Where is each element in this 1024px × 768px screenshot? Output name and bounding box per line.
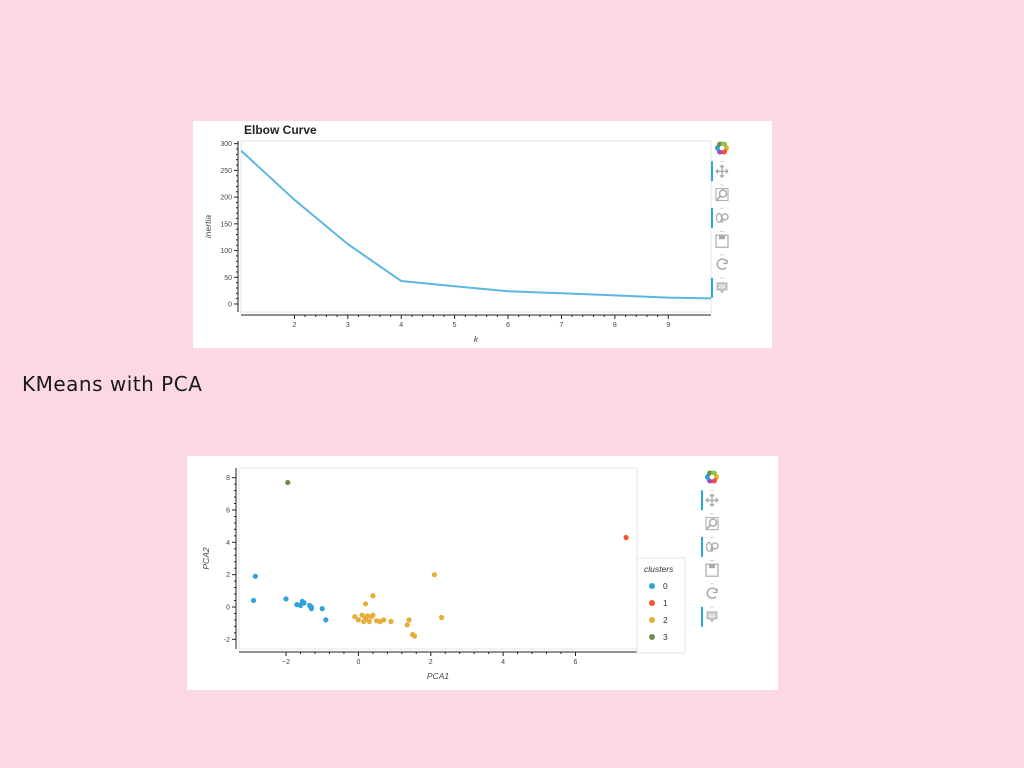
scatter-point-cluster-2[interactable] [404,622,410,628]
scatter-point-cluster-2[interactable] [406,617,412,623]
scatter-point-cluster-0[interactable] [323,617,329,623]
x-tick-label: 2 [429,659,433,666]
box-zoom-icon[interactable] [705,517,719,531]
legend-title: clusters [644,564,674,574]
scatter-point-cluster-0[interactable] [283,596,289,602]
legend: clusters 0 1 2 3 [636,557,686,654]
scatter-point-cluster-2[interactable] [370,593,376,599]
legend-item-2[interactable]: 2 [649,615,668,625]
legend-box [636,557,686,654]
x-tick-label: −2 [282,659,290,666]
y-tick-label: 250 [220,168,232,175]
legend-item-0[interactable]: 0 [649,581,668,591]
y-tick-label: 0 [228,301,232,308]
scatter-point-cluster-2[interactable] [439,614,445,621]
legend-label: 3 [663,632,668,642]
x-tick-label: 6 [506,322,510,329]
scatter-point-cluster-2[interactable] [355,617,361,623]
y-tick-label: 0 [226,604,230,611]
x-tick-label: 5 [453,322,457,329]
scatter-point-cluster-2[interactable] [388,618,394,625]
scatter-point-cluster-3[interactable] [285,479,291,486]
y-axis-label: inertia [203,215,213,238]
scatter-point-cluster-0[interactable] [308,604,314,610]
legend-label: 1 [663,598,668,608]
wheel-zoom-icon[interactable] [705,541,719,553]
legend-swatch [649,583,655,589]
scatter-point-cluster-2[interactable] [411,633,418,639]
plot-frame [240,140,712,313]
scatter-point-cluster-0[interactable] [319,606,325,612]
scatter-point-cluster-0[interactable] [250,597,257,604]
y-tick-label: 150 [220,221,232,228]
bokeh-logo-icon[interactable] [705,470,719,484]
legend-swatch [649,600,655,606]
y-tick-label: 2 [226,572,230,579]
legend-label: 2 [663,615,668,625]
scatter-point-cluster-2[interactable] [363,601,369,607]
slide-heading: KMeans with PCA [22,372,203,396]
legend-swatch [649,634,655,640]
y-tick-label: 6 [226,508,230,515]
legend-item-1[interactable]: 1 [649,598,668,608]
elbow-curve-chart[interactable]: Elbow Curve 0 50 100 150 200 250 300 2 3 4 5 6 7 8 9 k in… [193,121,772,348]
x-axis-label: PCA1 [427,671,449,681]
x-tick-label: 0 [356,659,360,666]
x-tick-label: 9 [666,322,670,329]
x-tick-label: 2 [292,322,296,329]
pca-scatter-panel: -2 0 2 4 6 8 −2 0 2 4 6 PCA1 PCA2 clusters 0 1 2 3 [187,456,778,690]
y-axis-label: PCA2 [201,547,211,569]
x-tick-label: 4 [501,659,505,666]
elbow-curve-panel: Elbow Curve 0 50 100 150 200 250 300 2 3 4 5 6 7 8 9 k in… [193,121,772,348]
scatter-point-cluster-2[interactable] [370,612,376,618]
box-zoom-icon[interactable] [715,188,729,202]
y-tick-label: 50 [224,275,232,282]
x-tick-label: 6 [574,659,578,666]
y-tick-label: -2 [224,637,230,644]
x-axis-label: k [474,334,479,344]
hover-icon[interactable] [706,611,718,623]
legend-label: 0 [663,581,668,591]
wheel-zoom-icon[interactable] [715,212,729,224]
x-tick-label: 4 [399,322,403,329]
pan-icon[interactable] [705,493,719,507]
scatter-point-cluster-2[interactable] [431,572,437,578]
pca-scatter-chart[interactable]: -2 0 2 4 6 8 −2 0 2 4 6 PCA1 PCA2 clusters 0 1 2 3 [187,456,778,690]
bokeh-logo-icon[interactable] [715,141,729,155]
plot-frame [238,467,638,650]
save-icon[interactable] [715,234,729,248]
pan-icon[interactable] [715,164,729,178]
hover-icon[interactable] [716,282,728,294]
legend-swatch [649,617,655,623]
y-tick-label: 4 [226,540,230,547]
x-tick-label: 8 [613,322,617,329]
scatter-point-cluster-2[interactable] [381,617,387,623]
save-icon[interactable] [705,563,719,577]
y-tick-label: 300 [220,141,232,148]
series-line-0[interactable] [241,149,722,300]
scatter-point-cluster-0[interactable] [301,600,307,606]
scatter-point-cluster-2[interactable] [352,614,358,620]
reset-icon[interactable] [716,258,728,270]
y-tick-label: 8 [226,475,230,482]
scatter-point-cluster-2[interactable] [366,618,372,625]
legend-item-3[interactable]: 3 [649,632,668,642]
scatter-point-cluster-0[interactable] [252,573,258,579]
scatter-point-cluster-2[interactable] [359,612,365,618]
reset-icon[interactable] [706,587,718,599]
y-tick-label: 100 [220,248,232,255]
scatter-point-cluster-1[interactable] [623,534,629,541]
x-tick-label: 7 [560,322,564,329]
x-tick-label: 3 [346,322,350,329]
chart-title: Elbow Curve [244,123,317,137]
y-tick-label: 200 [220,195,232,202]
